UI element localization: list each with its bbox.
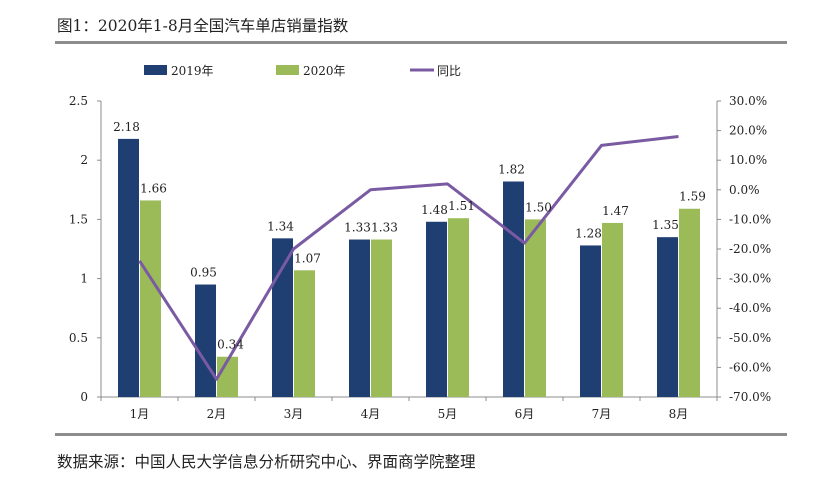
legend: 2019年 2020年 同比 xyxy=(144,64,461,78)
y-left-tick-label: 0.5 xyxy=(69,331,88,345)
data-label-2020: 1.51 xyxy=(448,199,475,213)
data-label-2020: 0.34 xyxy=(217,338,244,352)
x-tick-label: 7月 xyxy=(592,407,612,421)
bottom-divider xyxy=(55,433,787,436)
bar-2020 xyxy=(448,218,469,397)
data-label-2019: 1.35 xyxy=(652,218,679,232)
bar-2020 xyxy=(140,200,161,397)
data-label-2019: 1.82 xyxy=(498,163,525,177)
data-label-2020: 1.50 xyxy=(525,200,552,214)
data-label-2020: 1.07 xyxy=(294,251,321,265)
y-left-tick-label: 2 xyxy=(80,153,88,167)
yoy-line-group xyxy=(138,135,679,381)
chart-area: 2019年 2020年 同比 0 0.5 1 1.5 2 2.5 -70.0% -60.0% -50… xyxy=(69,64,771,421)
yoy-line xyxy=(138,135,679,381)
top-divider xyxy=(55,41,787,44)
data-labels: 2.18 1.66 0.95 0.34 1.34 1.07 1.33 1.33 1.48 1.51… xyxy=(113,120,706,352)
x-tick-label: 5月 xyxy=(438,407,458,421)
bar-2019 xyxy=(118,138,139,397)
y-left-tick-label: 1 xyxy=(80,272,88,286)
bar-2019 xyxy=(657,237,678,397)
legend-2019-label: 2019年 xyxy=(171,64,214,78)
data-label-2020: 1.59 xyxy=(679,190,706,204)
y-right-tick-label: -20.0% xyxy=(729,242,771,256)
data-label-2019: 1.28 xyxy=(575,226,602,240)
y-right-tick-label: -70.0% xyxy=(729,390,771,404)
page-title: 图1：2020年1-8月全国汽车单店销量指数 xyxy=(57,17,349,35)
x-tick-label: 3月 xyxy=(284,407,304,421)
y-right-tick-label: 0.0% xyxy=(729,183,760,197)
bar-2019 xyxy=(349,239,370,397)
legend-2019-swatch xyxy=(144,65,167,75)
x-tick-label: 2月 xyxy=(207,407,227,421)
data-label-2020: 1.33 xyxy=(371,221,398,235)
data-label-2020: 1.47 xyxy=(602,204,629,218)
legend-2020-swatch xyxy=(276,65,299,75)
data-label-2019: 2.18 xyxy=(113,120,140,134)
bar-2020 xyxy=(371,239,392,397)
y-right-tick-label: -30.0% xyxy=(729,272,771,286)
bar-2019 xyxy=(272,238,293,397)
y-right-tick-label: 10.0% xyxy=(729,153,767,167)
y-left-tick-label: 2.5 xyxy=(69,94,88,108)
y-left-tick-label: 0 xyxy=(80,390,88,404)
source-note: 数据来源：中国人民大学信息分析研究中心、界面商学院整理 xyxy=(57,453,476,471)
bar-2019 xyxy=(503,181,524,397)
y-right-tick-label: -50.0% xyxy=(729,331,771,345)
y-right-tick-label: 20.0% xyxy=(729,124,767,138)
bar-2020 xyxy=(525,219,546,397)
bar-2019 xyxy=(426,221,447,397)
data-label-2019: 1.33 xyxy=(344,221,371,235)
bar-2020 xyxy=(294,270,315,397)
data-label-2020: 1.66 xyxy=(140,181,167,195)
bar-2019 xyxy=(195,284,216,397)
y-left-tick-label: 1.5 xyxy=(69,212,88,226)
y-right-tick-label: -10.0% xyxy=(729,212,771,226)
x-tick-label: 8月 xyxy=(669,407,689,421)
y-right-tick-label: -40.0% xyxy=(729,301,771,315)
y-right-tick-label: -60.0% xyxy=(729,360,771,374)
data-label-2019: 1.48 xyxy=(421,203,448,217)
x-tick-label: 4月 xyxy=(361,407,381,421)
bar-2019 xyxy=(580,245,601,397)
x-tick-label: 6月 xyxy=(515,407,535,421)
legend-yoy-label: 同比 xyxy=(437,64,461,78)
x-tick-label: 1月 xyxy=(130,407,150,421)
data-label-2019: 0.95 xyxy=(190,266,217,280)
legend-2020-label: 2020年 xyxy=(303,64,346,78)
bar-2020 xyxy=(679,208,700,397)
y-right-tick-label: 30.0% xyxy=(729,94,767,108)
data-label-2019: 1.34 xyxy=(267,219,294,233)
bar-2020 xyxy=(602,222,623,397)
